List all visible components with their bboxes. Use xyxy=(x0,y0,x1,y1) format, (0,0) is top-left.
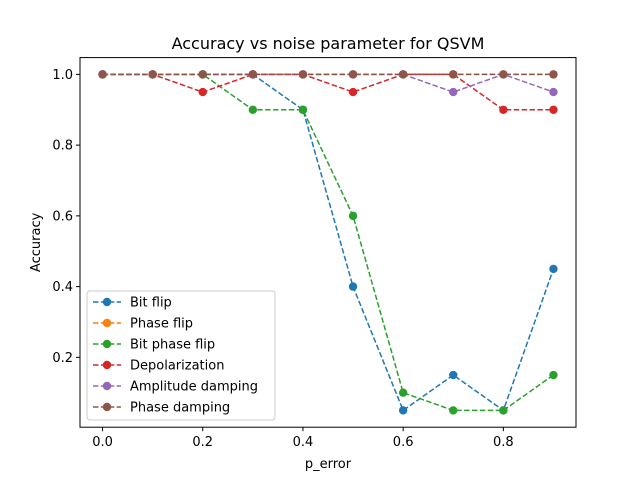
legend-box xyxy=(86,290,276,421)
data-point-phase-damping xyxy=(499,70,508,79)
legend-marker-bit-flip xyxy=(102,297,112,307)
legend-item-depolarization[interactable]: Depolarization xyxy=(93,359,224,374)
legend-item-bit-flip[interactable]: Bit flip xyxy=(93,296,172,311)
data-point-phase-damping xyxy=(198,70,207,79)
y-tick-label: 0.8 xyxy=(52,139,73,154)
data-point-bit-flip xyxy=(449,370,458,380)
data-point-depolarization xyxy=(549,105,558,114)
data-point-bit-phase-flip xyxy=(348,211,358,221)
y-axis-label: Accuracy xyxy=(29,212,44,272)
x-tick-label: 0.4 xyxy=(293,435,314,450)
series-depolarization xyxy=(98,70,558,114)
data-point-bit-phase-flip xyxy=(248,105,258,114)
data-point-depolarization xyxy=(499,105,508,114)
x-tick-label: 0.8 xyxy=(493,435,514,450)
chart-title: Accuracy vs noise parameter for QSVM xyxy=(172,34,485,53)
data-point-phase-damping xyxy=(248,70,258,79)
legend-item-phase-damping[interactable]: Phase damping xyxy=(93,401,230,416)
data-point-bit-phase-flip xyxy=(449,406,458,415)
y-tick-label: 0.4 xyxy=(52,280,73,295)
data-point-amplitude-damping xyxy=(449,87,458,97)
legend-marker-phase-flip xyxy=(102,318,112,328)
legend-marker-phase-damping xyxy=(102,402,112,412)
data-point-bit-flip xyxy=(549,264,558,274)
data-point-bit-flip xyxy=(348,282,358,291)
legend-item-bit-phase-flip[interactable]: Bit phase flip xyxy=(93,338,215,353)
x-tick-label: 0.0 xyxy=(92,435,113,450)
data-point-phase-damping xyxy=(398,70,408,79)
data-point-bit-flip xyxy=(398,406,408,415)
data-point-phase-damping xyxy=(148,70,157,79)
legend-label-amplitude-damping: Amplitude damping xyxy=(130,380,258,395)
x-axis-label: p_error xyxy=(305,457,352,472)
legend-marker-amplitude-damping xyxy=(102,381,112,391)
legend[interactable]: Bit flip Phase flip Bit phase flip Depolari… xyxy=(86,290,276,421)
legend-label-depolarization: Depolarization xyxy=(130,359,224,374)
series-line-depolarization xyxy=(102,73,554,111)
y-tick-label: 1.0 xyxy=(52,68,73,83)
axis-ticks: 0.0 0.2 0.4 0.6 0.8 0.2 0.4 0.6 0.8 1.0 xyxy=(52,68,513,450)
legend-marker-depolarization xyxy=(102,360,112,370)
legend-label-phase-flip: Phase flip xyxy=(130,317,193,332)
data-point-phase-damping xyxy=(98,70,107,79)
legend-label-bit-phase-flip: Bit phase flip xyxy=(130,338,215,353)
x-tick-label: 0.2 xyxy=(192,435,213,450)
legend-label-bit-flip: Bit flip xyxy=(130,296,172,311)
y-tick-label: 0.6 xyxy=(52,209,73,224)
plot-frame xyxy=(79,57,577,428)
y-tick-label: 0.2 xyxy=(52,351,73,366)
data-point-depolarization xyxy=(348,87,358,97)
data-point-phase-damping xyxy=(348,70,358,79)
data-point-bit-phase-flip xyxy=(398,388,408,397)
data-point-depolarization xyxy=(198,87,207,97)
data-point-bit-phase-flip xyxy=(549,370,558,380)
data-point-phase-damping xyxy=(449,70,458,79)
data-point-phase-damping xyxy=(298,70,308,79)
legend-marker-bit-phase-flip xyxy=(102,339,112,349)
legend-item-amplitude-damping[interactable]: Amplitude damping xyxy=(93,380,258,395)
plot-area xyxy=(98,70,558,415)
data-point-amplitude-damping xyxy=(549,87,558,97)
data-point-bit-phase-flip xyxy=(499,406,508,415)
series-phase-damping xyxy=(98,70,558,79)
data-point-bit-phase-flip xyxy=(298,105,308,114)
legend-item-phase-flip[interactable]: Phase flip xyxy=(93,317,193,332)
x-tick-label: 0.6 xyxy=(393,435,414,450)
data-point-phase-damping xyxy=(549,70,558,79)
legend-label-phase-damping: Phase damping xyxy=(130,401,230,416)
